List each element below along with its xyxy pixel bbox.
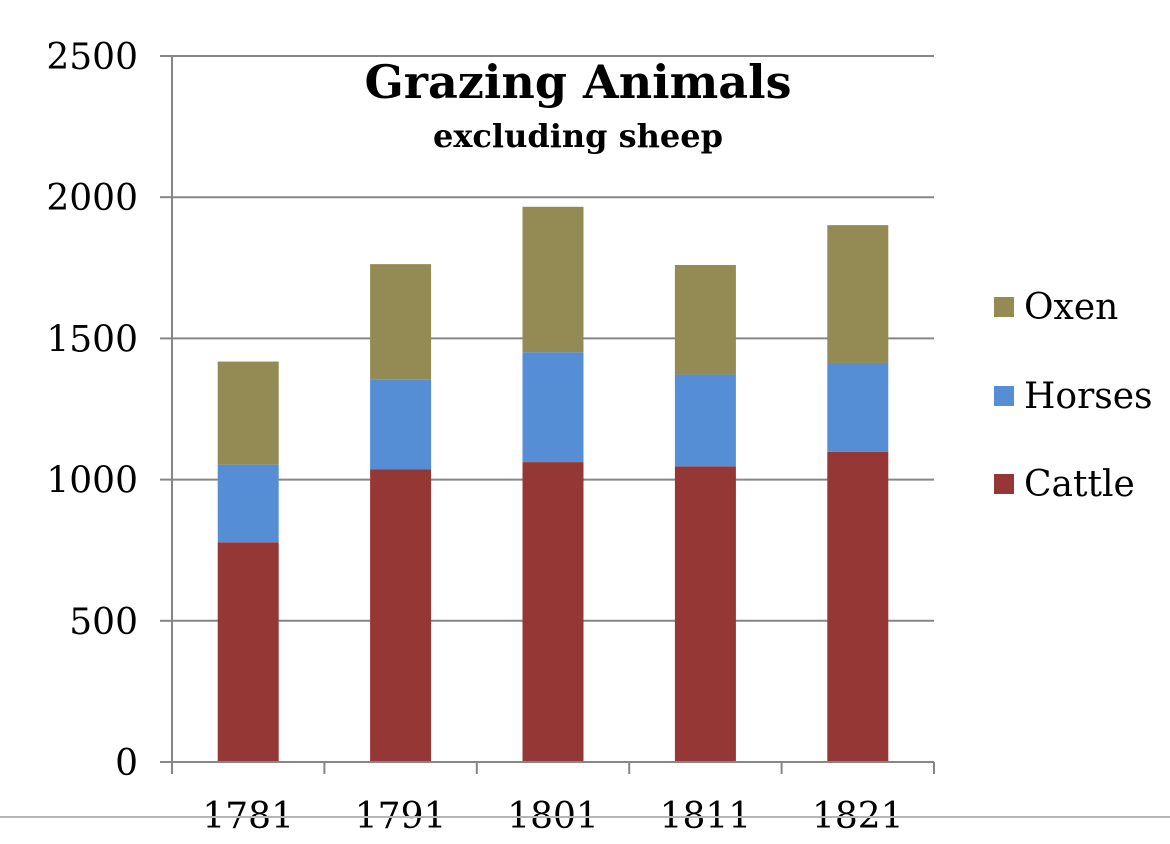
y-tick-label: 500	[69, 602, 138, 643]
bar-segment-oxen	[522, 206, 584, 353]
bar-segment-horses	[522, 352, 584, 463]
chart-title: Grazing Animals	[364, 55, 791, 109]
bar-segment-oxen	[827, 225, 889, 363]
legend-label-horses: Horses	[1024, 376, 1153, 417]
bar-segment-oxen	[370, 264, 432, 380]
bar-segment-oxen	[674, 264, 736, 375]
bar-segment-cattle	[370, 469, 432, 762]
bar-segment-cattle	[674, 466, 736, 762]
bar-segment-cattle	[217, 542, 279, 762]
y-tick-labels: 0 500 1000 1500 2000 2500	[46, 37, 138, 784]
chart-subtitle: excluding sheep	[433, 117, 723, 155]
legend-label-oxen: Oxen	[1024, 287, 1118, 328]
y-tick-label: 2000	[46, 178, 138, 219]
bar-segment-horses	[674, 374, 736, 467]
legend-swatch-horses	[994, 386, 1014, 406]
axes	[160, 55, 935, 774]
bars	[217, 206, 889, 762]
bar-segment-horses	[217, 464, 279, 543]
y-tick-label: 1500	[46, 319, 138, 360]
bar-segment-horses	[370, 379, 432, 470]
bar-segment-cattle	[827, 451, 889, 762]
y-tick-label: 2500	[46, 37, 138, 78]
y-tick-label: 1000	[46, 461, 138, 502]
legend-swatch-oxen	[994, 297, 1014, 317]
bar-segment-cattle	[522, 462, 584, 762]
bar-segment-horses	[827, 362, 889, 452]
bar-segment-oxen	[217, 361, 279, 465]
y-tick-label: 0	[115, 743, 138, 784]
legend-swatch-cattle	[994, 474, 1014, 494]
legend-label-cattle: Cattle	[1024, 464, 1135, 505]
legend: Oxen Horses Cattle	[994, 287, 1153, 505]
